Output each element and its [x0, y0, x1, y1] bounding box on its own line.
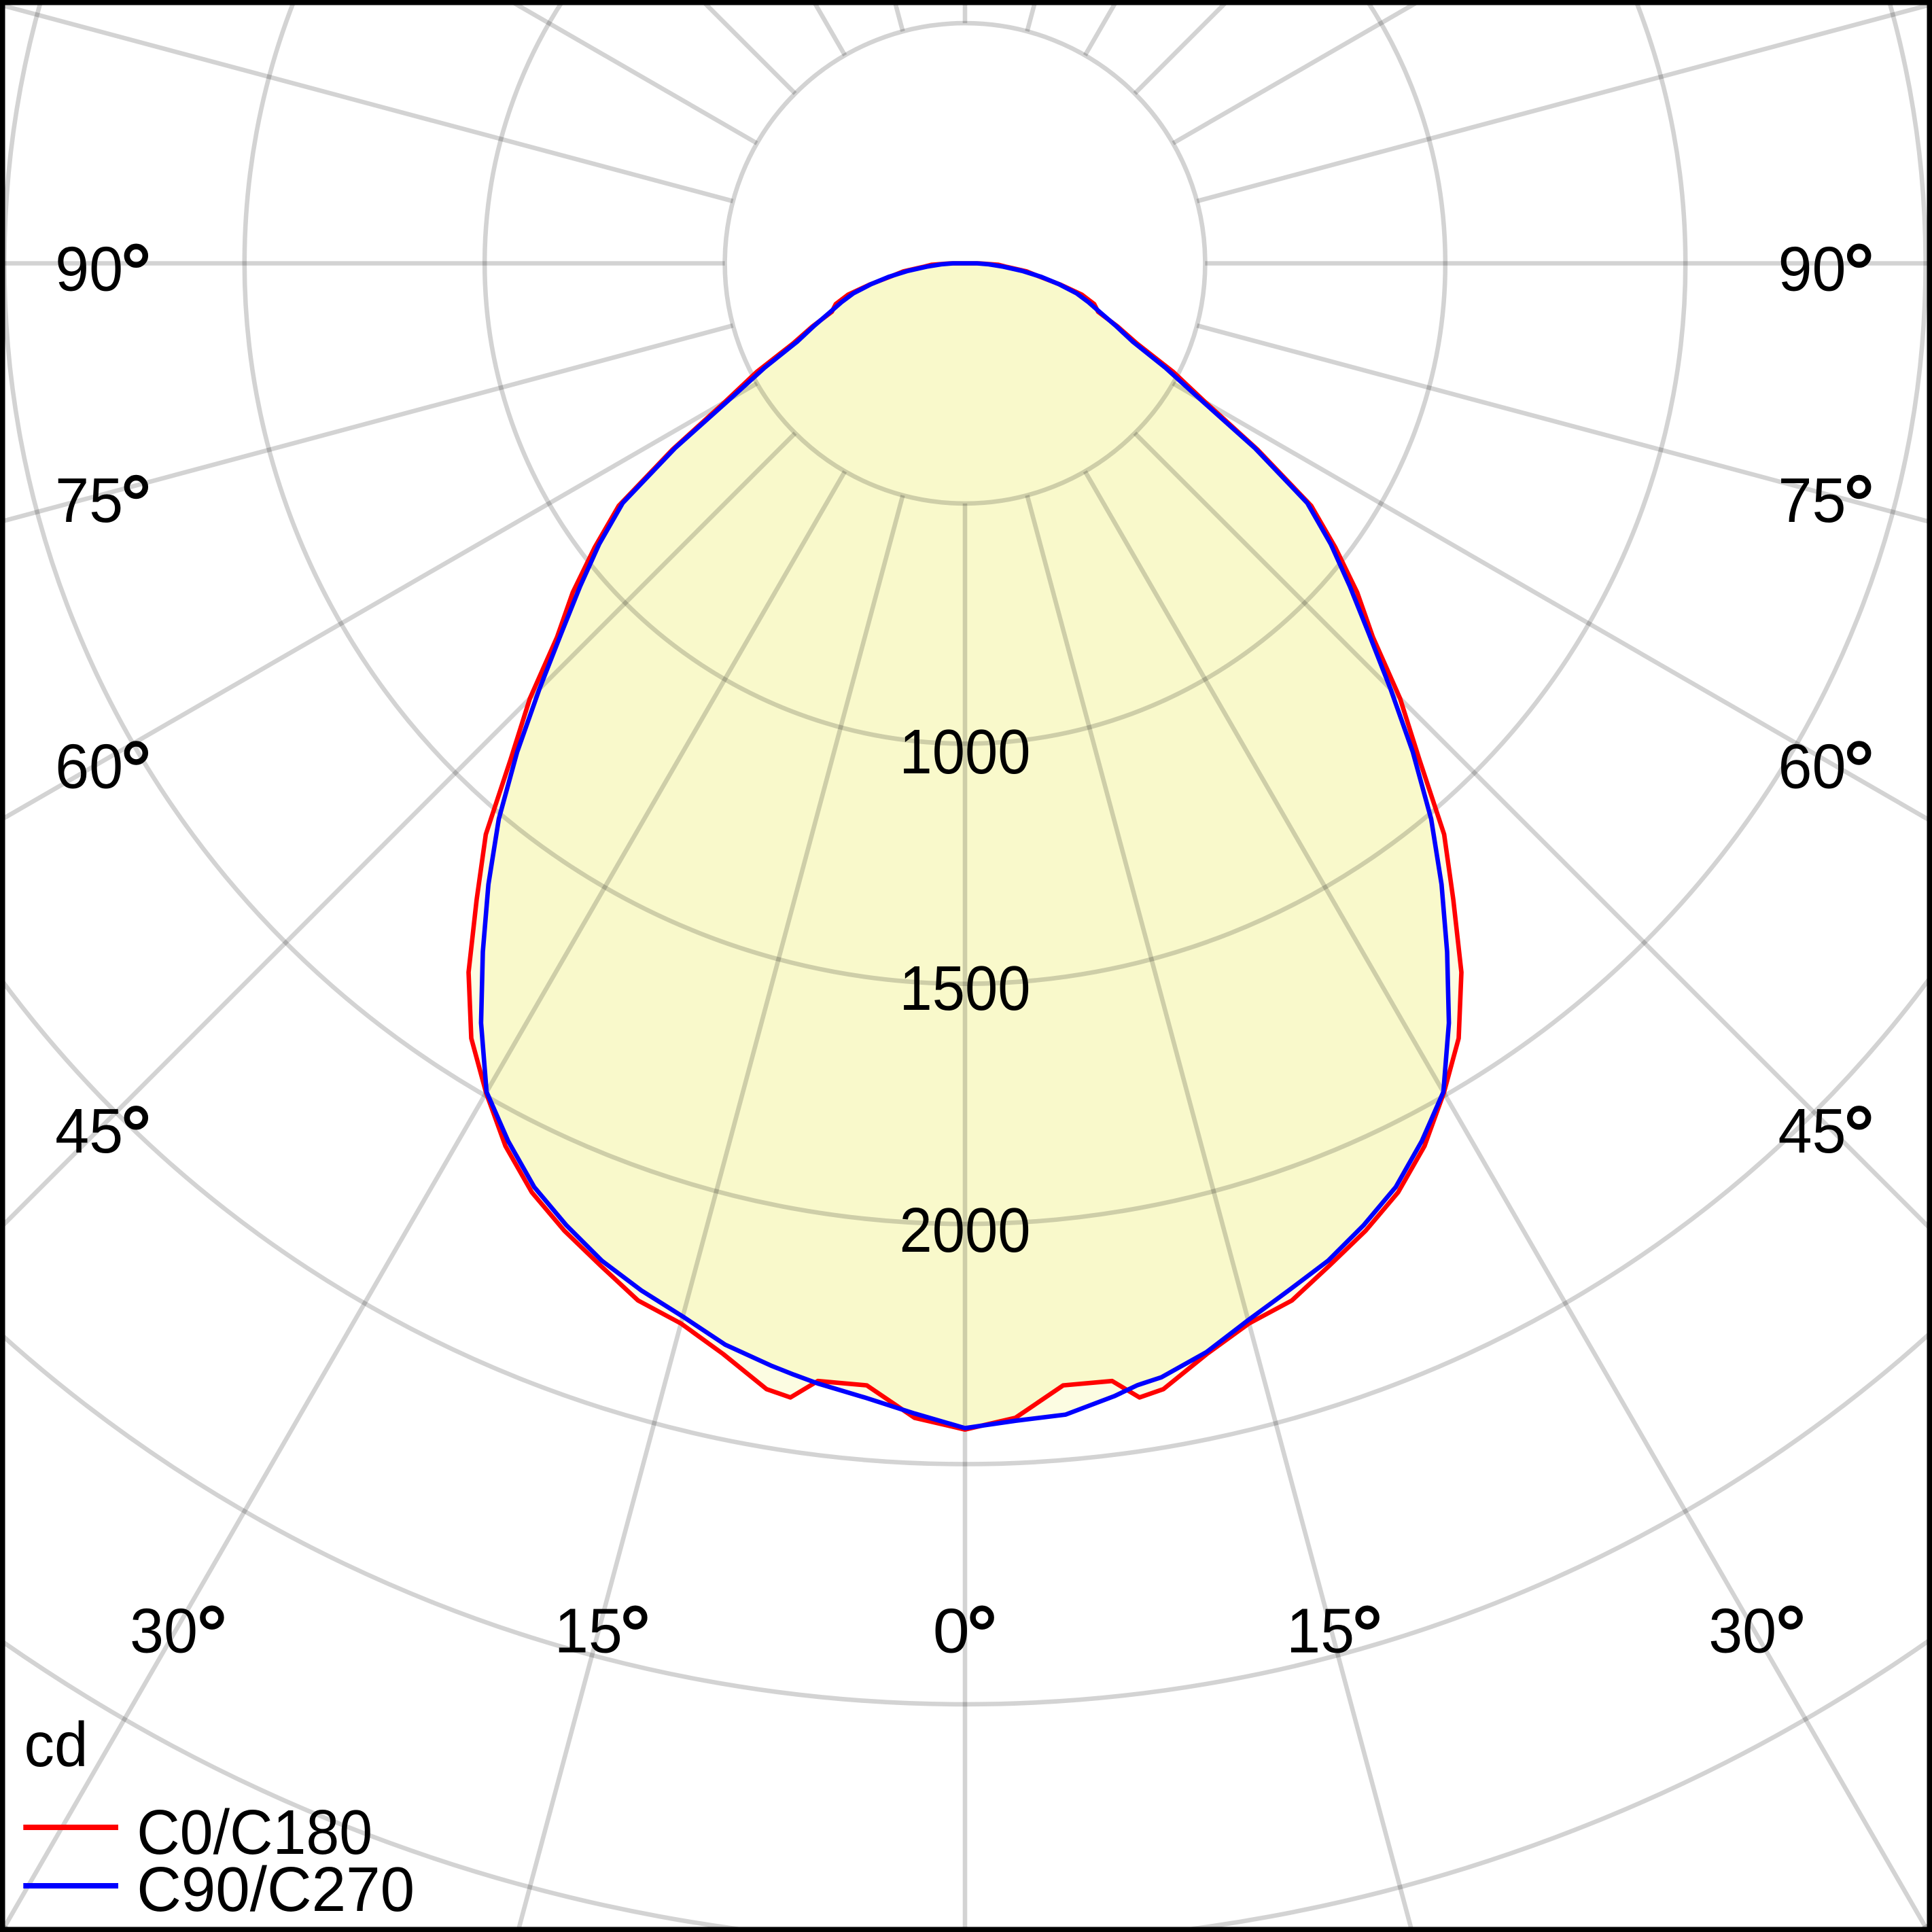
svg-text:C90/C270: C90/C270 — [137, 1854, 415, 1925]
svg-text:90: 90 — [1778, 234, 1846, 304]
svg-text:C0/C180: C0/C180 — [137, 1797, 372, 1867]
svg-text:45: 45 — [1778, 1095, 1846, 1166]
svg-text:15: 15 — [555, 1596, 622, 1666]
svg-text:cd: cd — [24, 1709, 88, 1780]
svg-text:60: 60 — [1778, 731, 1846, 801]
svg-text:1500: 1500 — [900, 953, 1031, 1023]
svg-text:2000: 2000 — [900, 1195, 1031, 1265]
svg-text:0: 0 — [933, 1596, 970, 1666]
svg-text:60: 60 — [55, 731, 123, 801]
svg-text:30: 30 — [130, 1596, 198, 1666]
svg-text:1000: 1000 — [900, 716, 1031, 787]
svg-text:45: 45 — [55, 1095, 123, 1166]
svg-text:30: 30 — [1708, 1596, 1776, 1666]
svg-text:75: 75 — [55, 465, 123, 535]
svg-text:75: 75 — [1778, 465, 1846, 535]
svg-text:15: 15 — [1286, 1596, 1354, 1666]
svg-text:90: 90 — [55, 234, 123, 304]
